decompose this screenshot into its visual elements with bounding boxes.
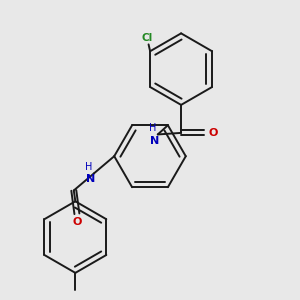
Text: H: H (149, 123, 156, 133)
Text: N: N (150, 136, 159, 146)
Text: H: H (85, 162, 92, 172)
Text: O: O (72, 218, 82, 227)
Text: Cl: Cl (141, 34, 153, 44)
Text: N: N (86, 174, 96, 184)
Text: O: O (208, 128, 218, 138)
